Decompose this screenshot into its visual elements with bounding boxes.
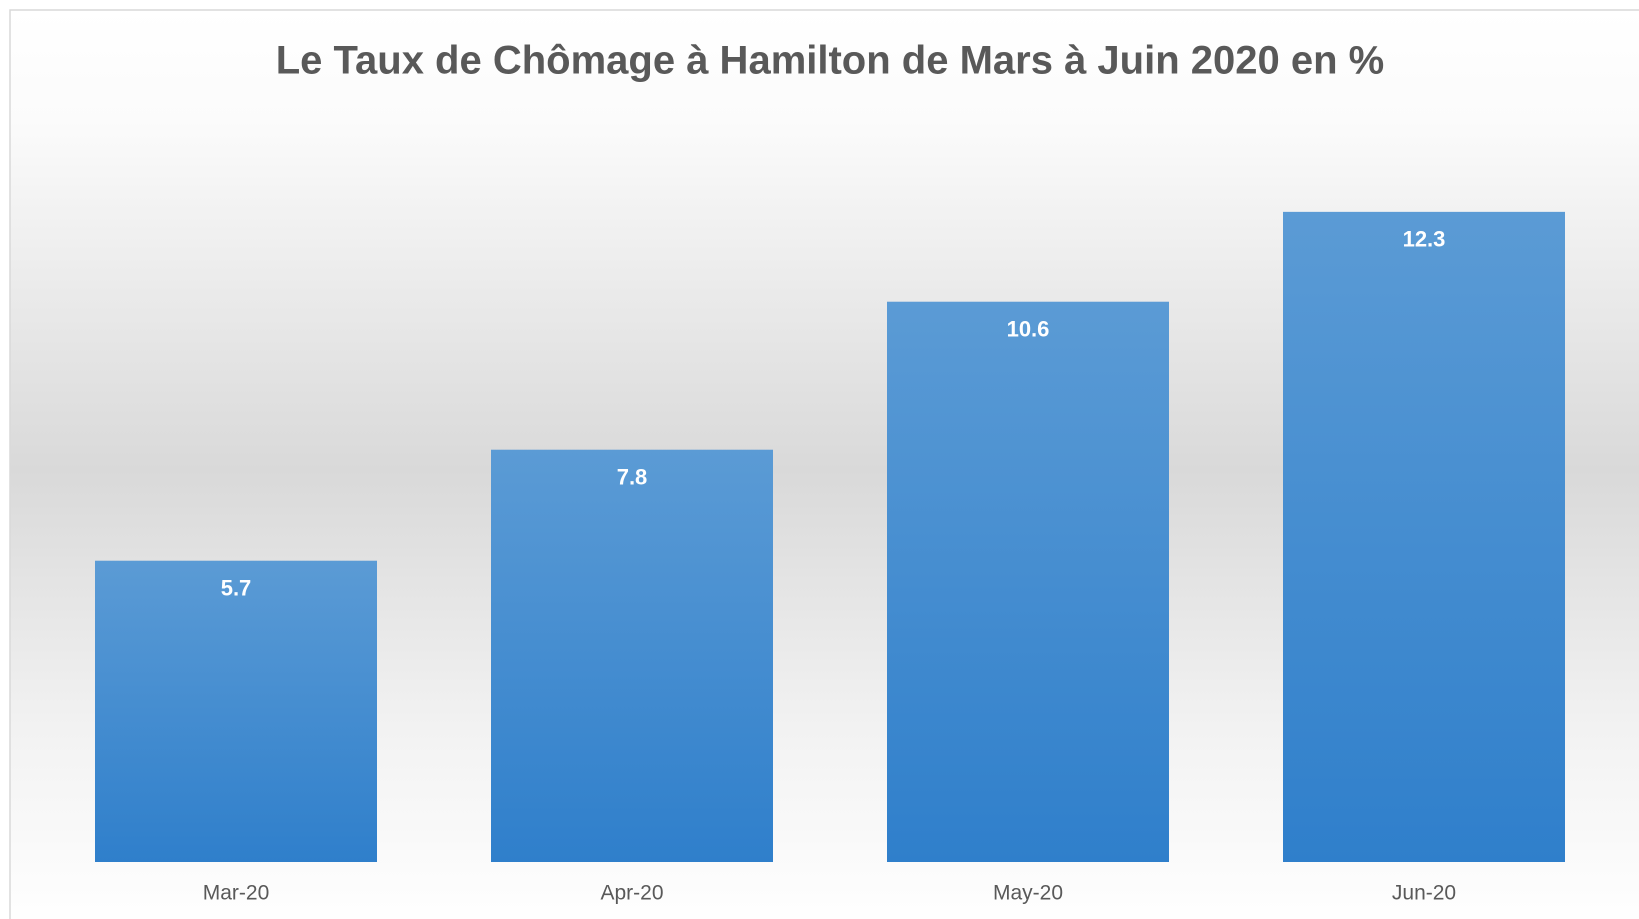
bar	[491, 449, 773, 862]
x-tick-label: Mar-20	[203, 882, 270, 905]
data-label: 10.6	[1007, 317, 1050, 342]
x-tick-label: May-20	[993, 882, 1063, 905]
bar	[95, 560, 377, 862]
x-tick-label: Apr-20	[600, 882, 663, 905]
bar	[887, 301, 1169, 862]
data-label: 7.8	[617, 465, 648, 490]
bar	[1283, 211, 1565, 862]
data-label: 5.7	[221, 576, 252, 601]
data-label: 12.3	[1403, 227, 1446, 252]
x-tick-label: Jun-20	[1392, 882, 1456, 905]
chart-title: Le Taux de Chômage à Hamilton de Mars à …	[276, 39, 1384, 83]
